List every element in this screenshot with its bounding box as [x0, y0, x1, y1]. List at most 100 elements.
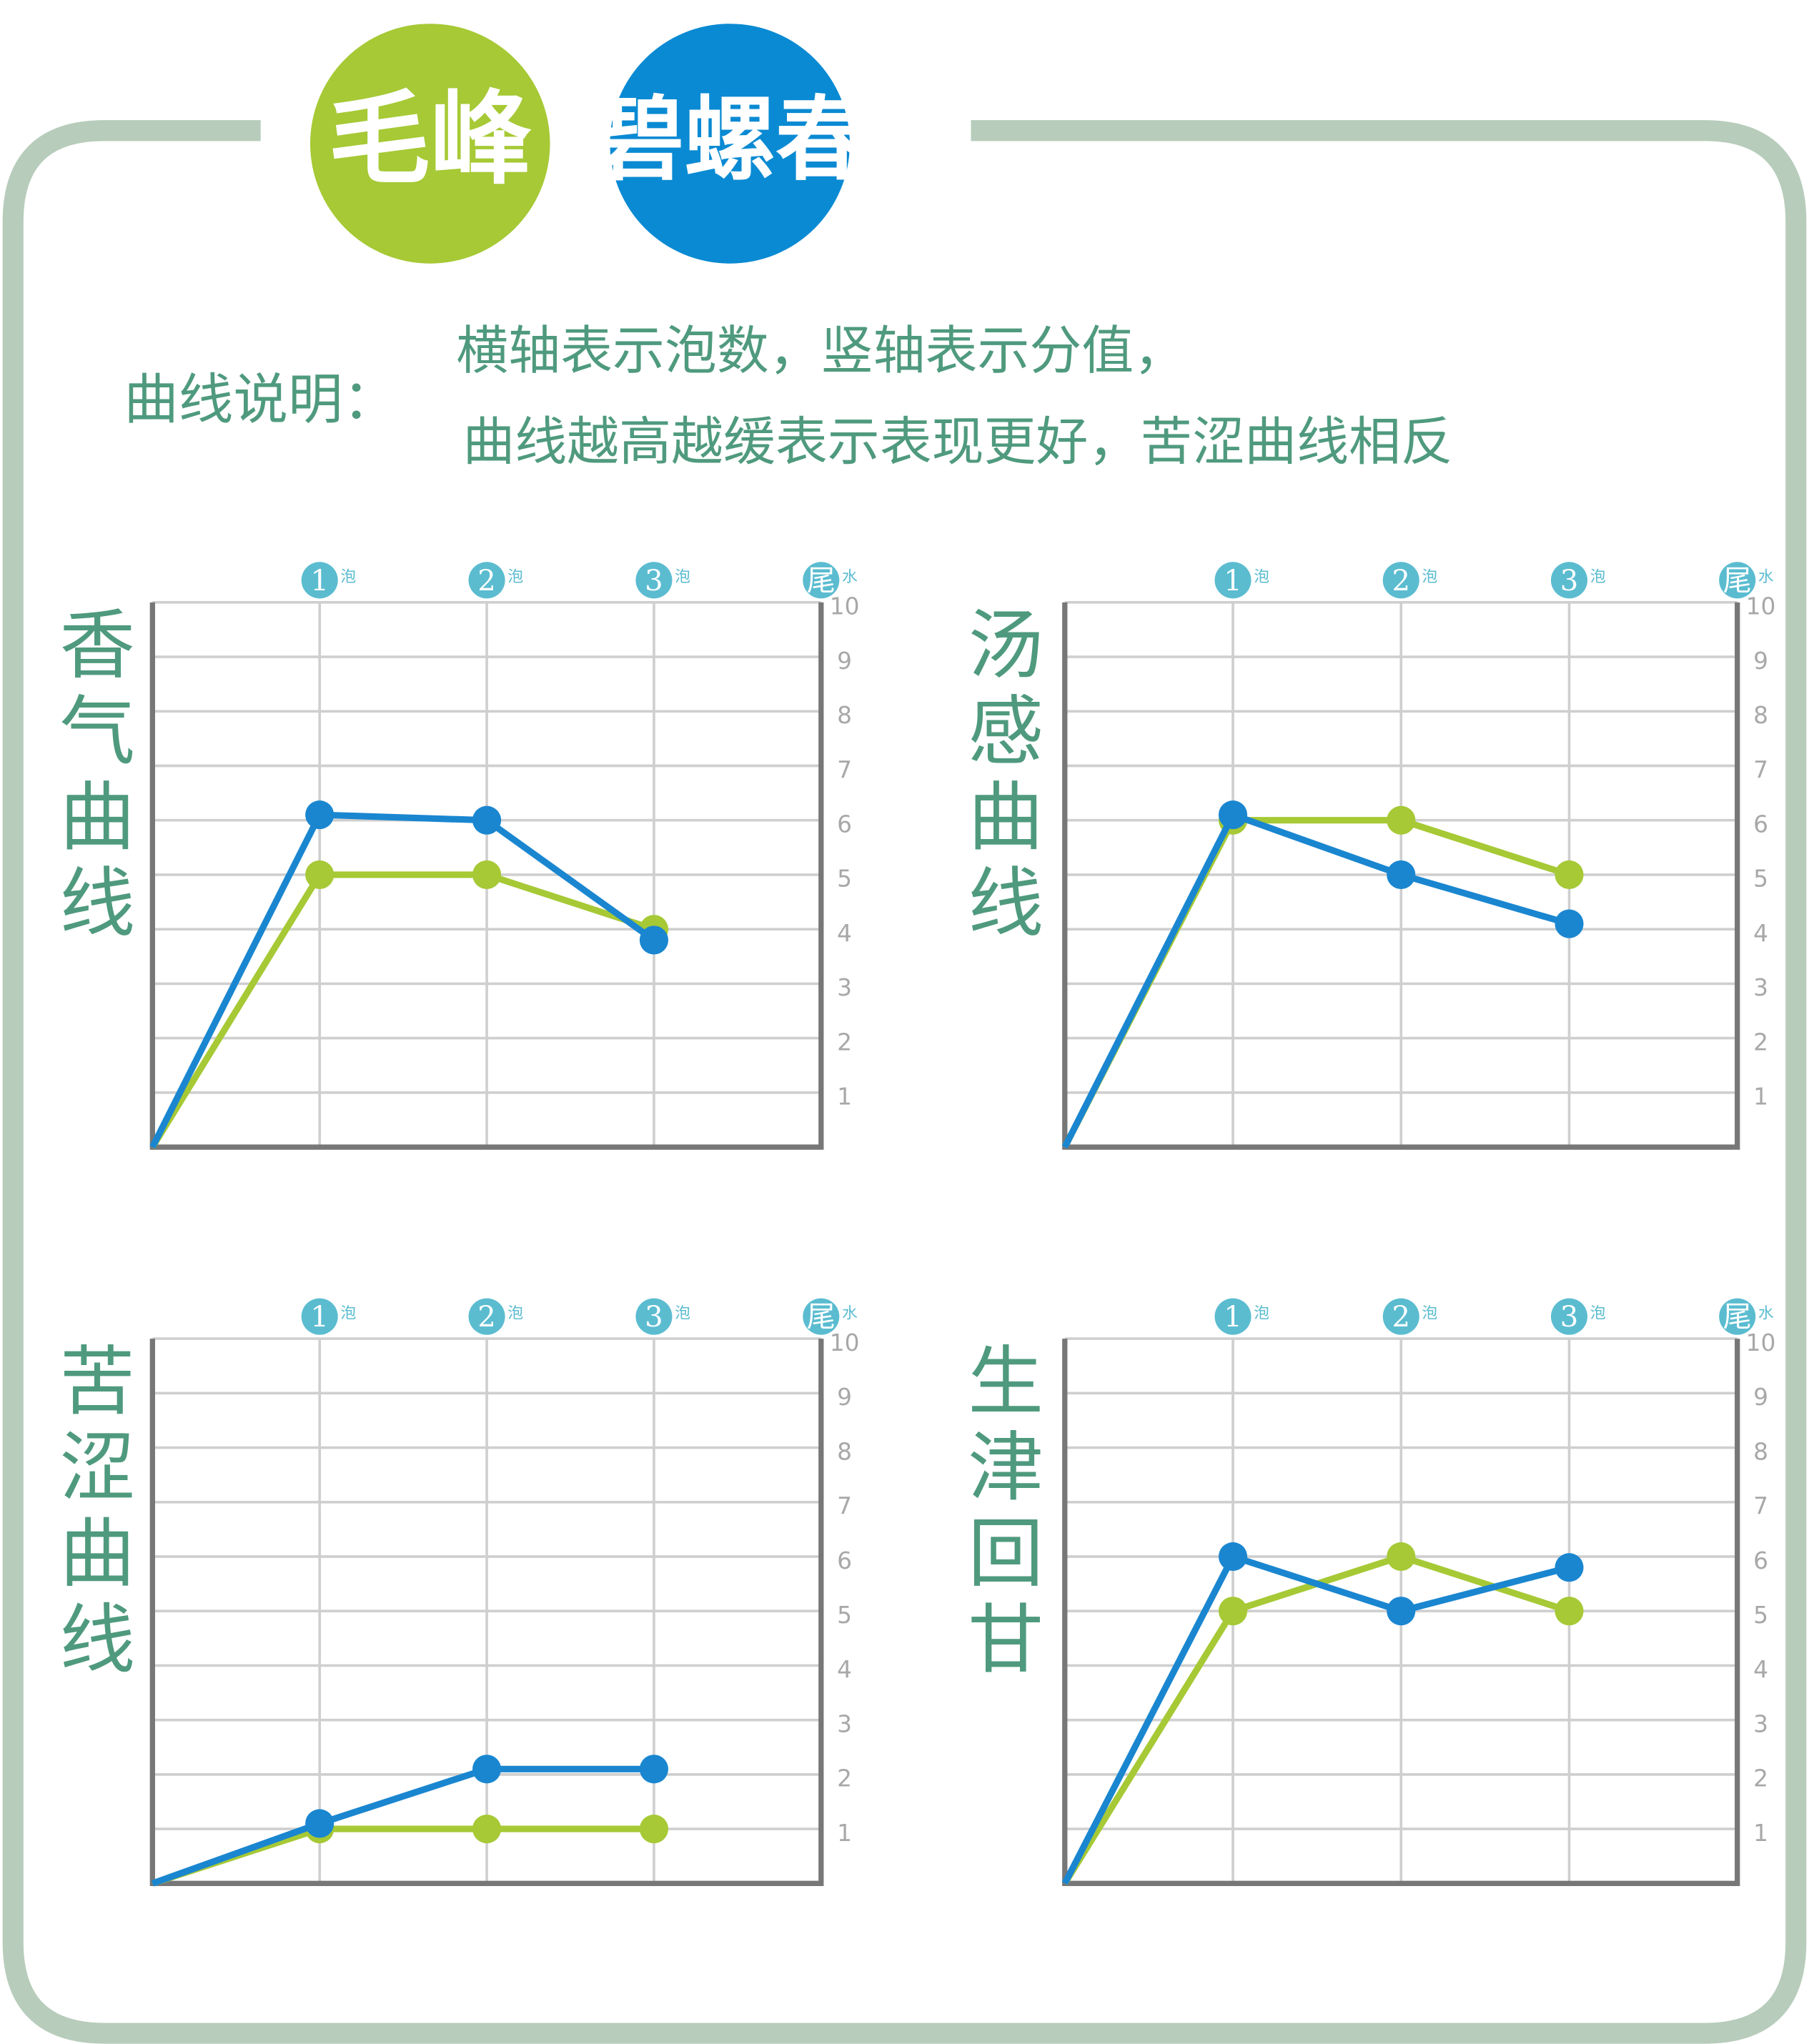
- x-tick-label: 3: [1560, 565, 1579, 597]
- x-tick-badge: [803, 1298, 840, 1335]
- y-tick-label: 7: [837, 1493, 852, 1520]
- x-tick-note: 水: [1758, 568, 1774, 586]
- axis: [149, 602, 824, 1150]
- point: [1387, 1542, 1416, 1572]
- note-label: 曲线说明：: [124, 369, 397, 432]
- y-tick-label: 5: [1753, 865, 1768, 893]
- x-tick-note: 泡: [1422, 568, 1437, 586]
- axis: [1062, 602, 1740, 1150]
- x-tick-badge: [301, 562, 338, 599]
- x-tick-label: 1: [310, 1301, 329, 1334]
- point: [305, 860, 334, 890]
- point: [1218, 1542, 1248, 1572]
- y-tick-label: 9: [1753, 1384, 1768, 1411]
- x-tick-label: 尾: [807, 565, 836, 597]
- point: [472, 860, 502, 890]
- badge-blue: [610, 24, 850, 264]
- chart-title: 汤感曲线: [956, 605, 1044, 948]
- y-tick-label: 8: [1753, 702, 1768, 729]
- y-tick-label: 2: [837, 1765, 852, 1792]
- series-line: [1061, 810, 1570, 1149]
- x-tick-note: 泡: [1254, 568, 1269, 586]
- y-tick-label: 4: [837, 1656, 852, 1683]
- x-tick-label: 2: [1392, 565, 1410, 597]
- x-tick-label: 3: [645, 1301, 663, 1334]
- x-tick-badge: [803, 562, 840, 599]
- legend-label: 毛峰: [329, 80, 532, 199]
- point: [305, 800, 334, 830]
- x-tick-note: 泡: [340, 568, 356, 586]
- y-tick-label: 2: [837, 1028, 852, 1056]
- legend-label: 碧螺春: [593, 88, 867, 194]
- y-tick-label: 8: [837, 1438, 852, 1465]
- x-tick-badge: [1719, 562, 1756, 599]
- series-line: [149, 871, 655, 1149]
- point: [1555, 909, 1584, 938]
- y-tick-label: 10: [1746, 593, 1776, 620]
- frame: [2, 120, 1807, 2044]
- x-tick-label: 2: [477, 1301, 496, 1334]
- y-tick-label: 5: [837, 1602, 852, 1629]
- y-tick-label: 3: [1753, 974, 1768, 1001]
- y-tick-label: 10: [1746, 1329, 1776, 1356]
- point: [1555, 1597, 1584, 1626]
- x-tick-note: 泡: [1590, 1304, 1606, 1322]
- x-tick-label: 尾: [807, 1301, 836, 1334]
- x-tick-label: 3: [1560, 1301, 1579, 1334]
- chart-title: 香气曲线: [47, 605, 135, 948]
- point: [472, 1815, 502, 1844]
- y-tick-label: 10: [830, 593, 860, 620]
- note-line: 横轴表示泡数，竖轴表示分值，: [456, 320, 1186, 381]
- point: [639, 926, 668, 955]
- x-tick-label: 3: [645, 565, 663, 597]
- x-tick-label: 2: [1392, 1301, 1410, 1334]
- y-tick-label: 8: [1753, 1438, 1768, 1465]
- x-tick-note: 水: [842, 1304, 858, 1322]
- y-tick-label: 7: [837, 756, 852, 783]
- x-tick-note: 泡: [1254, 1304, 1269, 1322]
- y-tick-label: 5: [837, 865, 852, 893]
- y-tick-label: 9: [1753, 648, 1768, 675]
- y-tick-label: 9: [837, 1384, 852, 1411]
- x-tick-badge: [301, 1298, 338, 1335]
- y-tick-label: 3: [1753, 1710, 1768, 1737]
- y-tick-label: 6: [1753, 811, 1768, 838]
- point: [1387, 805, 1416, 835]
- x-tick-label: 1: [1224, 1301, 1242, 1334]
- y-tick-label: 2: [1753, 1028, 1768, 1056]
- y-tick-label: 4: [1753, 1656, 1768, 1683]
- y-tick-label: 1: [1753, 1820, 1768, 1847]
- y-tick-label: 1: [837, 1083, 852, 1111]
- point: [472, 805, 502, 835]
- x-tick-badge: [1214, 1298, 1252, 1335]
- y-tick-label: 6: [837, 1547, 852, 1574]
- point: [1218, 800, 1248, 830]
- point: [472, 1755, 502, 1784]
- x-tick-badge: [635, 1298, 673, 1335]
- chart-title: 生津回甘: [956, 1341, 1044, 1685]
- x-tick-note: 泡: [507, 1304, 523, 1322]
- x-tick-note: 泡: [1590, 568, 1606, 586]
- badge-green: [309, 24, 550, 264]
- x-tick-label: 尾: [1723, 1301, 1752, 1334]
- y-tick-label: 7: [1753, 756, 1768, 783]
- y-tick-label: 10: [830, 1329, 860, 1356]
- x-tick-badge: [635, 562, 673, 599]
- series-line: [151, 1765, 654, 1887]
- point: [1387, 1597, 1416, 1626]
- y-tick-label: 5: [1753, 1602, 1768, 1629]
- point: [1387, 860, 1416, 890]
- x-tick-badge: [1214, 562, 1252, 599]
- y-tick-label: 1: [837, 1820, 852, 1847]
- note-line: 曲线越高越缓表示表现更好，苦涩曲线相反: [462, 412, 1453, 472]
- point: [1218, 1597, 1248, 1626]
- y-tick-label: 8: [837, 702, 852, 729]
- x-tick-note: 水: [842, 568, 858, 586]
- point: [639, 1815, 668, 1844]
- x-tick-badge: [468, 1298, 505, 1335]
- x-tick-badge: [1550, 1298, 1588, 1335]
- x-tick-badge: [468, 562, 505, 599]
- chart-title: 苦涩曲线: [47, 1341, 135, 1685]
- x-tick-note: 泡: [675, 1304, 690, 1322]
